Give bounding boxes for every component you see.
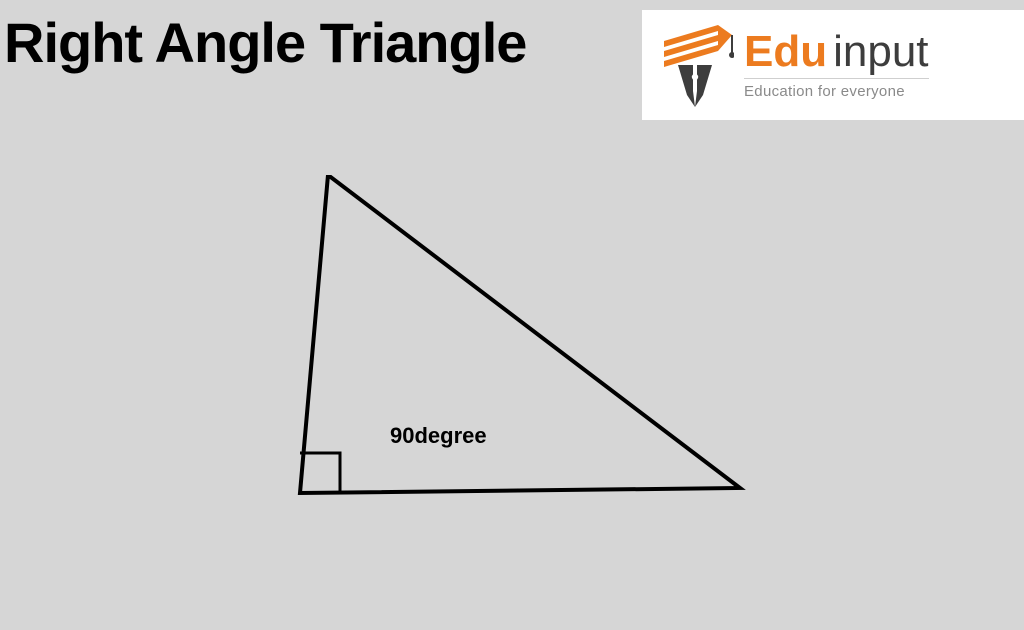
brand-prefix: Edu: [744, 27, 827, 76]
brand-tagline: Education for everyone: [744, 78, 929, 100]
brand-suffix: input: [833, 27, 928, 76]
page-title: Right Angle Triangle: [0, 10, 526, 75]
brand-logo-mark: [656, 21, 734, 109]
triangle-diagram: 90degree: [260, 175, 760, 535]
brand-name: Eduinput: [744, 30, 929, 74]
right-angle-label: 90degree: [390, 423, 487, 449]
brand-logo: Eduinput Education for everyone: [642, 10, 1024, 120]
